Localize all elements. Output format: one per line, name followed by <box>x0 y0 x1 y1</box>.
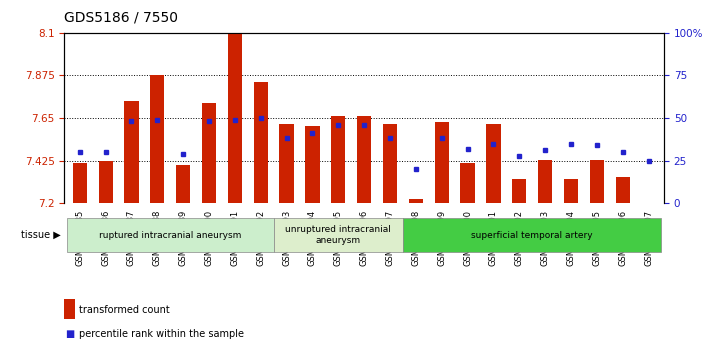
Bar <box>124 101 139 203</box>
Bar <box>538 160 552 203</box>
Bar <box>306 126 320 203</box>
Bar <box>357 116 371 203</box>
Text: unruptured intracranial
aneurysm: unruptured intracranial aneurysm <box>286 225 391 245</box>
Bar <box>435 122 449 203</box>
Text: ruptured intracranial aneurysm: ruptured intracranial aneurysm <box>99 231 241 240</box>
Text: percentile rank within the sample: percentile rank within the sample <box>79 329 243 339</box>
Bar <box>512 179 526 203</box>
Bar <box>461 163 475 203</box>
Text: GDS5186 / 7550: GDS5186 / 7550 <box>64 11 178 25</box>
Bar <box>150 75 164 203</box>
Text: transformed count: transformed count <box>79 305 169 315</box>
Bar <box>279 124 293 203</box>
Bar <box>383 124 397 203</box>
Bar <box>486 124 501 203</box>
Bar <box>564 179 578 203</box>
Bar <box>408 200 423 203</box>
Bar <box>615 177 630 203</box>
Text: tissue ▶: tissue ▶ <box>21 230 61 240</box>
Text: ■: ■ <box>65 329 74 339</box>
Bar <box>331 116 346 203</box>
Bar <box>73 163 87 203</box>
Bar <box>202 103 216 203</box>
Bar <box>176 166 191 203</box>
Bar <box>590 160 604 203</box>
Bar <box>228 33 242 203</box>
Text: superficial temporal artery: superficial temporal artery <box>471 231 593 240</box>
Bar <box>99 160 113 203</box>
Bar <box>253 82 268 203</box>
